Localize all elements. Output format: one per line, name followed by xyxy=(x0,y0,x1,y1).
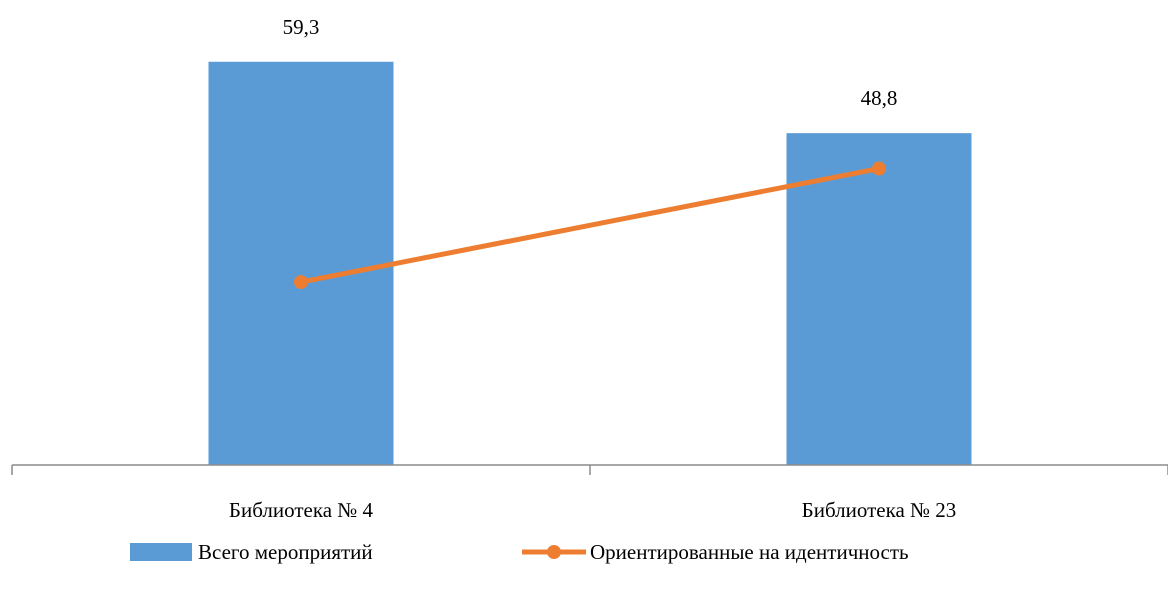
legend-swatch-marker xyxy=(547,545,561,559)
bars-layer xyxy=(208,61,972,465)
bar-2 xyxy=(786,133,972,465)
line-point-1 xyxy=(294,275,308,290)
data-labels-layer: 59,3 48,8 xyxy=(283,15,898,110)
data-label-1: 59,3 xyxy=(283,15,320,39)
data-label-2: 48,8 xyxy=(861,86,898,110)
x-tick-label-2: Библиотека № 23 xyxy=(802,498,957,522)
legend-label-bar: Всего мероприятий xyxy=(198,540,373,564)
x-axis: Библиотека № 4 Библиотека № 23 xyxy=(11,464,1168,522)
x-tick-label-1: Библиотека № 4 xyxy=(229,498,374,522)
legend-swatch-bar xyxy=(130,543,192,561)
line-layer xyxy=(294,161,886,290)
legend-label-line: Ориентированные на идентичность xyxy=(590,540,909,564)
legend: Всего мероприятий Ориентированные на иден… xyxy=(130,540,909,564)
line-point-2 xyxy=(872,161,886,176)
bar-1 xyxy=(208,61,394,465)
line-series xyxy=(298,166,882,285)
